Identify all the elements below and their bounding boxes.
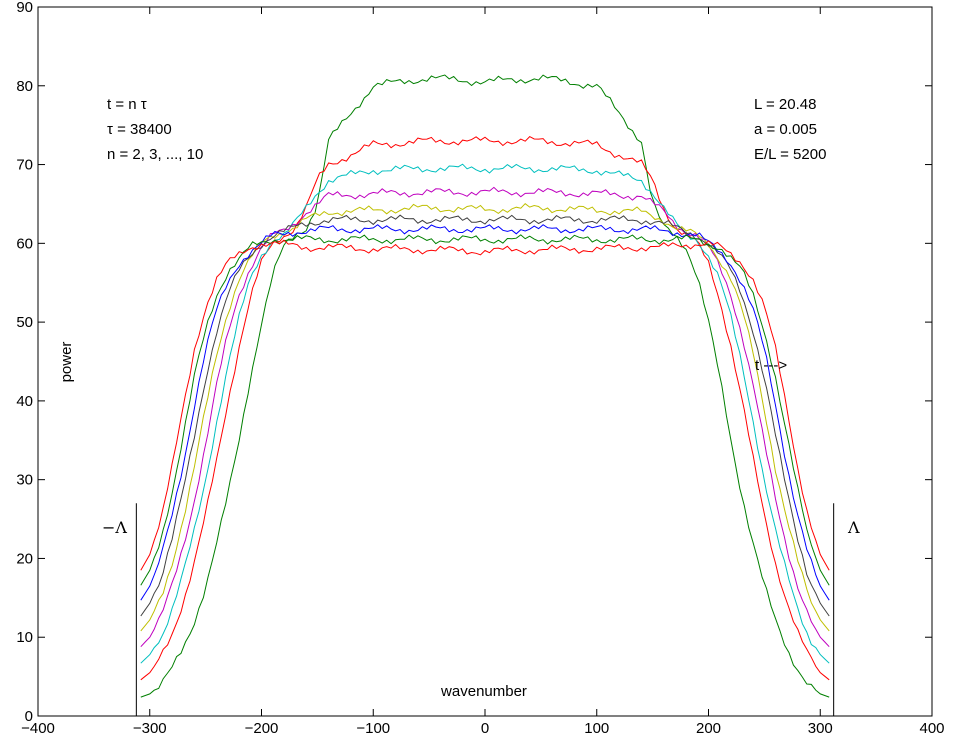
x-tick-label: 400 (919, 720, 944, 737)
series-line-1 (140, 74, 830, 698)
x-tick-label: −100 (356, 720, 390, 737)
y-tick-label: 20 (16, 550, 33, 567)
y-tick-label: 50 (16, 314, 33, 331)
annotation-time-formula: t = n τ (107, 96, 147, 113)
wavenumber-cutoff-lines (135, 503, 835, 716)
annotation-n-values: n = 2, 3, ..., 10 (107, 146, 203, 163)
y-axis-label: power (58, 342, 75, 383)
y-tick-label: 90 (16, 0, 33, 16)
series-line-7 (140, 224, 830, 601)
annotation-tau-value: τ = 38400 (107, 121, 172, 138)
x-tick-label: −300 (133, 720, 167, 737)
y-tick-label: 10 (16, 629, 33, 646)
x-tick-label: 300 (808, 720, 833, 737)
x-tick-label: 100 (584, 720, 609, 737)
x-tick-label: 0 (481, 720, 489, 737)
y-tick-label: 80 (16, 78, 33, 95)
y-tick-label: 70 (16, 157, 33, 174)
axis-ticks (37, 6, 933, 717)
y-tick-label: 30 (16, 472, 33, 489)
x-tick-labels: −400 −300 −200 −100 0 100 200 300 400 (21, 720, 944, 737)
right-cutoff-label: Λ (847, 518, 860, 537)
series-line-9 (140, 239, 830, 571)
series-line-8 (140, 234, 830, 586)
x-tick-label: −200 (245, 720, 279, 737)
x-tick-label: 200 (696, 720, 721, 737)
series-line-4 (140, 186, 830, 648)
series-line-5 (140, 203, 830, 632)
annotation-length: L = 20.48 (754, 96, 816, 113)
y-tick-label: 60 (16, 235, 33, 252)
y-tick-label: 40 (16, 393, 33, 410)
annotation-a-value: a = 0.005 (754, 121, 817, 138)
x-axis-label: wavenumber (440, 683, 527, 700)
annotation-energy-ratio: E/L = 5200 (754, 146, 826, 163)
x-tick-label: −400 (21, 720, 55, 737)
series-lines (140, 74, 830, 698)
series-line-6 (140, 214, 830, 617)
y-tick-labels: 0 10 20 30 40 50 60 70 80 90 (16, 0, 33, 725)
time-arrow-label: t ---> (755, 357, 787, 374)
left-cutoff-label: −Λ (102, 518, 127, 537)
series-line-3 (140, 163, 830, 664)
series-line-2 (140, 135, 830, 681)
y-tick-label: 0 (25, 708, 33, 725)
